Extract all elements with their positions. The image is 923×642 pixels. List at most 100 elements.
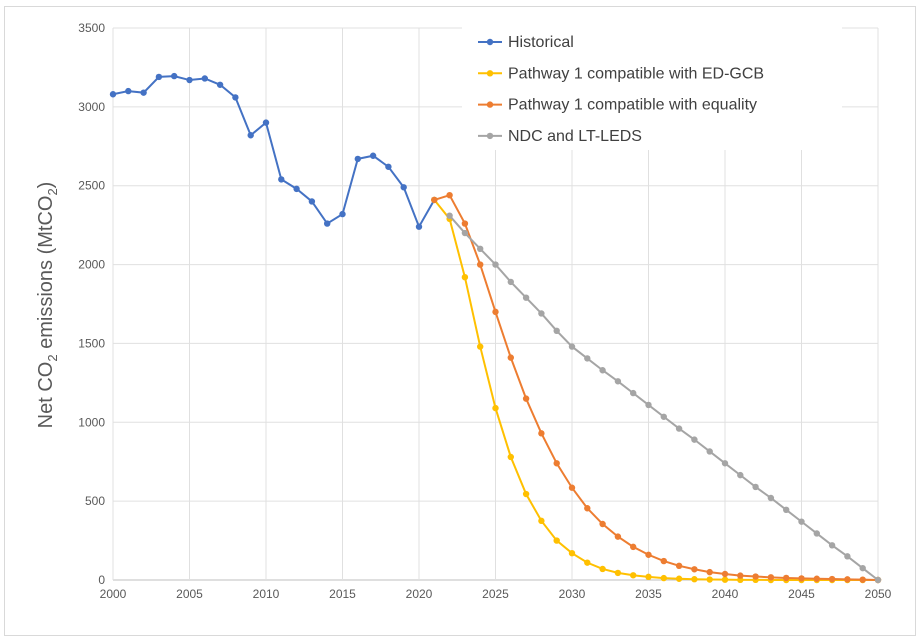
data-point: [706, 576, 713, 583]
data-point: [706, 568, 713, 576]
data-point: [767, 494, 775, 502]
data-point: [752, 483, 759, 491]
data-point: [813, 530, 820, 537]
data-point: [752, 573, 759, 580]
data-point: [308, 198, 316, 205]
data-point: [492, 404, 499, 412]
data-point: [767, 574, 775, 581]
data-point: [813, 575, 820, 582]
x-tick-label: 2040: [712, 587, 739, 601]
data-point: [660, 413, 667, 420]
series-3: [446, 212, 882, 584]
series-line: [448, 215, 879, 581]
data-point: [645, 401, 652, 409]
legend-marker: [486, 38, 494, 46]
x-tick-label: 2010: [253, 587, 280, 601]
data-point: [645, 573, 652, 581]
data-point: [874, 576, 882, 584]
series-2: [431, 191, 882, 584]
data-point: [721, 460, 729, 467]
y-axis-label: Net CO2 emissions (MtCO2): [35, 182, 60, 429]
legend-marker: [486, 101, 494, 108]
data-point: [721, 570, 729, 578]
data-point: [369, 152, 377, 159]
data-point: [614, 569, 622, 577]
data-point: [844, 576, 851, 583]
data-point: [645, 551, 652, 558]
data-point: [446, 191, 453, 199]
data-point: [660, 557, 667, 565]
data-point: [737, 471, 744, 479]
data-point: [477, 245, 484, 252]
data-point: [614, 533, 622, 540]
x-tick-label: 2020: [406, 587, 433, 601]
data-point: [461, 220, 469, 227]
legend-label: Pathway 1 compatible with ED-GCB: [508, 65, 764, 82]
tick-labels: 0 500 1000 1500 2000 2500 3000 3500 2000 2005 2010…: [78, 21, 891, 601]
data-point: [630, 572, 637, 579]
data-point: [538, 517, 545, 525]
y-tick-label: 3000: [78, 100, 105, 114]
data-point: [415, 223, 423, 230]
data-point: [324, 220, 331, 227]
data-point: [783, 506, 790, 514]
legend: Historical Pathway 1 compatible with ED-G…: [478, 34, 764, 145]
data-point: [584, 559, 591, 566]
data-point: [691, 566, 698, 573]
data-point: [568, 549, 576, 557]
data-point: [553, 327, 560, 335]
data-point: [828, 542, 836, 549]
data-point: [354, 155, 361, 163]
data-point: [339, 210, 346, 218]
y-tick-label: 1500: [78, 336, 105, 350]
data-point: [538, 430, 545, 437]
series-line: [434, 193, 879, 581]
y-tick-label: 2500: [78, 179, 105, 193]
series-1: [431, 196, 882, 584]
x-tick-label: 2005: [176, 587, 203, 601]
data-point: [584, 355, 591, 362]
data-point: [400, 184, 407, 191]
series-0: [109, 72, 438, 230]
data-point: [109, 91, 117, 98]
data-point: [522, 395, 530, 402]
data-point: [721, 576, 729, 583]
data-point: [385, 163, 392, 170]
data-point: [507, 453, 514, 461]
data-point: [216, 81, 224, 88]
y-tick-label: 3500: [78, 21, 105, 35]
y-tick-label: 1000: [78, 415, 105, 429]
legend-label: Historical: [508, 34, 574, 51]
y-tick-label: 2000: [78, 258, 105, 272]
x-tick-label: 2030: [559, 587, 586, 601]
x-tick-label: 2035: [635, 587, 662, 601]
data-point: [859, 564, 866, 572]
data-point: [171, 72, 178, 80]
data-point: [461, 273, 469, 281]
data-point: [293, 185, 300, 193]
data-point: [783, 574, 790, 582]
data-point: [492, 261, 499, 268]
data-point: [247, 132, 254, 139]
data-point: [477, 343, 484, 350]
data-point: [584, 505, 591, 512]
data-point: [630, 389, 637, 397]
data-point: [140, 89, 147, 96]
data-point: [675, 425, 683, 432]
series-line: [112, 75, 436, 230]
data-point: [599, 367, 606, 374]
series-lines: [109, 72, 882, 584]
data-point: [568, 484, 576, 491]
data-point: [262, 119, 270, 126]
data-point: [232, 94, 239, 101]
data-point: [186, 76, 193, 84]
data-point: [599, 520, 606, 528]
x-tick-label: 2050: [865, 587, 892, 601]
data-point: [553, 460, 560, 467]
data-point: [630, 543, 637, 551]
data-point: [446, 212, 453, 219]
data-point: [568, 343, 576, 350]
data-point: [675, 562, 683, 570]
